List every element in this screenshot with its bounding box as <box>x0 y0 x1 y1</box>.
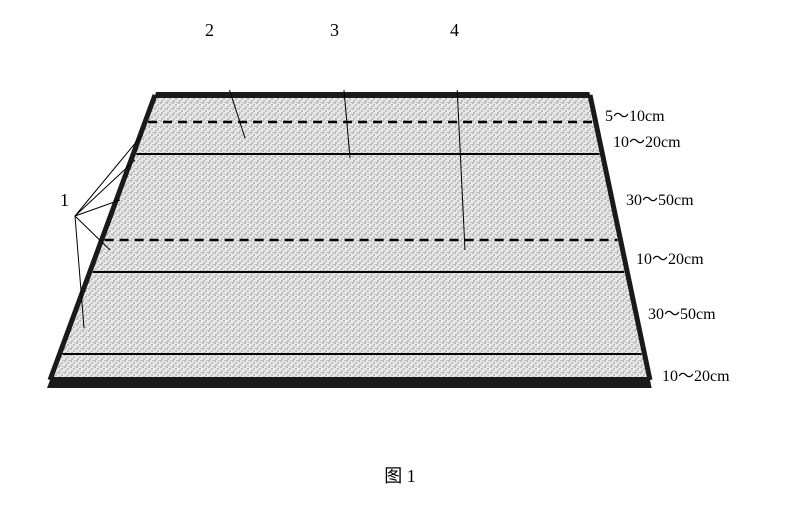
figure-caption: 图 1 <box>384 462 416 488</box>
layered-cross-section-diagram <box>40 90 660 400</box>
callout-number-2: 2 <box>205 20 214 41</box>
callout-number-4: 4 <box>450 20 459 41</box>
measurement-layer-5: 30～50cm <box>648 300 716 324</box>
measurement-layer-3: 30～50cm <box>626 186 694 210</box>
callout-number-1: 1 <box>60 190 69 211</box>
diagram-svg <box>40 90 660 400</box>
measurement-layer-1: 5～10cm <box>605 102 665 126</box>
measurement-layer-6: 10～20cm <box>662 362 730 386</box>
measurement-layer-2: 10～20cm <box>613 128 681 152</box>
measurement-layer-4: 10～20cm <box>636 245 704 269</box>
callout-number-3: 3 <box>330 20 339 41</box>
